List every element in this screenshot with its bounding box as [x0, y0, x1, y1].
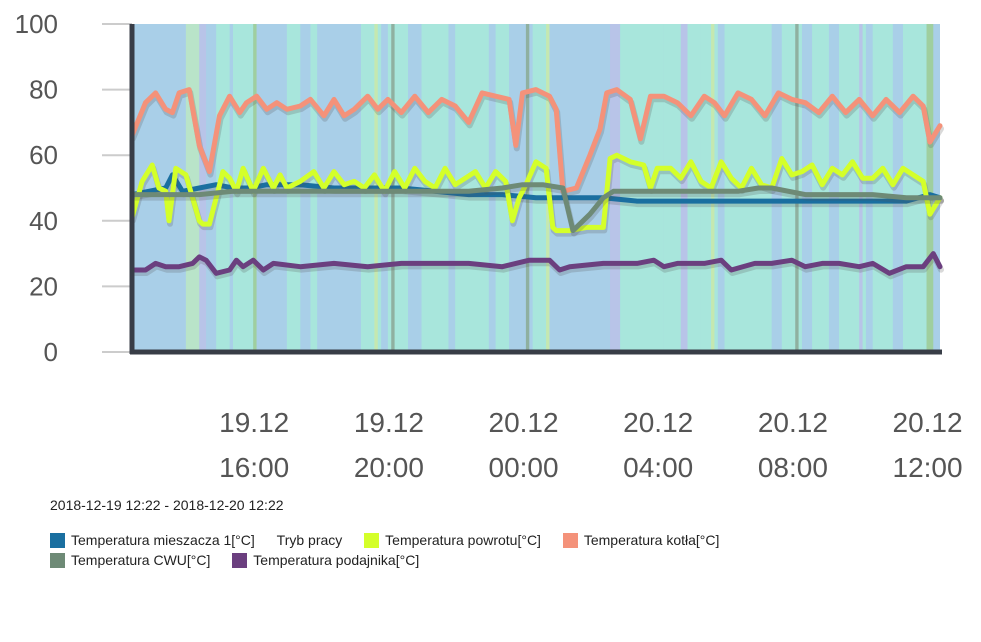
legend-item-kotla[interactable]: Temperatura kotła[°C] [562, 532, 720, 548]
legend: Temperatura mieszacza 1[°C] Tryb pracy T… [50, 532, 830, 572]
x-tick-time: 00:00 [489, 452, 559, 483]
x-tick-date: 20.12 [893, 407, 963, 438]
legend-label: Temperatura mieszacza 1[°C] [71, 532, 255, 548]
legend-swatch [364, 532, 380, 548]
x-tick-date: 19.12 [219, 407, 289, 438]
legend-item-podajnika[interactable]: Temperatura podajnika[°C] [232, 552, 419, 568]
legend-swatch [50, 552, 65, 568]
tryb-pracy-band [795, 24, 799, 352]
x-tick-time: 04:00 [623, 452, 693, 483]
legend-label: Temperatura podajnika[°C] [253, 552, 420, 568]
legend-label: Tryb pracy [276, 532, 343, 548]
legend-label: Temperatura powrotu[°C] [385, 532, 541, 548]
legend-swatch [50, 532, 65, 548]
y-tick-labels: 0 20 40 60 80 100 [15, 9, 58, 367]
x-tick-time: 08:00 [758, 452, 828, 483]
legend-label: Temperatura CWU[°C] [71, 552, 211, 568]
y-tick-label: 60 [29, 140, 58, 170]
tryb-pracy-band [781, 24, 802, 352]
x-tick-time: 20:00 [354, 452, 424, 483]
tryb-pracy-band [610, 24, 621, 352]
y-tick-label: 80 [29, 75, 58, 105]
temperature-chart: 0 20 40 60 80 100 19.12 16:00 19.12 20:00 20.12 00… [15, 9, 963, 483]
y-tick-label: 40 [29, 206, 58, 236]
y-tick-label: 100 [15, 9, 58, 39]
tryb-pracy-band [532, 24, 550, 352]
series-line [129, 152, 943, 234]
chart-axes [129, 24, 942, 355]
x-tick-date: 20.12 [489, 407, 559, 438]
series-shadow [130, 174, 944, 208]
series-line [129, 172, 943, 204]
legend-item-powrotu[interactable]: Temperatura powrotu[°C] [364, 532, 541, 548]
x-tick-time: 12:00 [893, 452, 963, 483]
x-tick-date: 19.12 [354, 407, 424, 438]
y-tick-label: 0 [44, 337, 58, 367]
tryb-pracy-band [872, 24, 893, 352]
y-tick-label: 20 [29, 271, 58, 301]
tryb-pracy-band [859, 24, 863, 352]
series-line [129, 251, 943, 276]
y-gridlines [102, 23, 132, 353]
legend-item-tryb-pracy[interactable]: Tryb pracy [277, 532, 343, 548]
x-tick-labels: 19.12 16:00 19.12 20:00 20.12 00:00 20.12 04:00… [219, 407, 962, 483]
x-tick-time: 16:00 [219, 452, 289, 483]
legend-item-cwu[interactable]: Temperatura CWU[°C] [50, 552, 210, 568]
x-tick-date: 20.12 [758, 407, 828, 438]
tryb-pracy-band [620, 24, 664, 352]
series-line [129, 87, 943, 194]
legend-swatch [232, 552, 248, 568]
legend-item-mieszacza[interactable]: Temperatura mieszacza 1[°C] [50, 532, 255, 548]
tryb-pracy-band [926, 24, 934, 352]
date-range-label: 2018-12-19 12:22 - 2018-12-20 12:22 [50, 497, 284, 513]
tryb-pracy-band [680, 24, 688, 352]
series-lines [129, 87, 944, 280]
legend-swatch [562, 532, 578, 548]
x-tick-date: 20.12 [623, 407, 693, 438]
tryb-pracy-band [525, 24, 530, 352]
series-line [129, 182, 943, 234]
legend-label: Temperatura kotła[°C] [583, 532, 720, 548]
